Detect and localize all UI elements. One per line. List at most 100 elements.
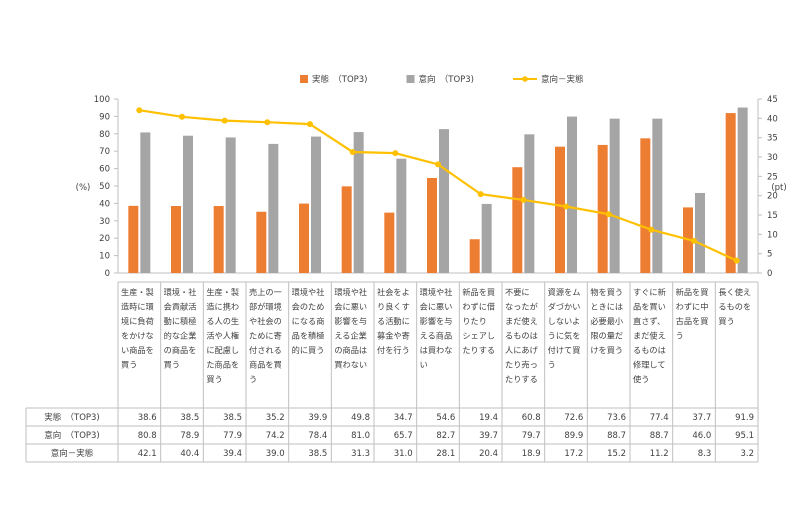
category-label: たり売っ xyxy=(505,360,538,370)
table-row-label: 意向－実態 xyxy=(51,448,94,459)
category-label: 付けて買 xyxy=(548,345,581,355)
table-cell: 78.9 xyxy=(180,431,199,441)
table-cell: 78.4 xyxy=(308,431,327,441)
bar xyxy=(353,132,364,273)
table-cell: 31.0 xyxy=(394,449,413,459)
legend-marker xyxy=(522,76,528,82)
table-cell: 19.4 xyxy=(479,413,498,423)
legend-label: 実態 （TOP3) xyxy=(312,74,367,85)
category-label: は買わな xyxy=(420,345,453,355)
bar xyxy=(597,144,608,273)
line-point xyxy=(179,113,185,120)
table-cell: 11.2 xyxy=(650,449,669,459)
table-cell: 46.0 xyxy=(692,431,711,441)
category-label: 付される xyxy=(249,345,282,355)
category-label: う xyxy=(249,374,257,384)
table-cell: 38.5 xyxy=(223,413,242,423)
table-cell: 8.3 xyxy=(698,449,712,459)
line-point xyxy=(264,119,271,126)
bar xyxy=(171,206,181,273)
y-right-tick-label: 10 xyxy=(767,230,778,240)
table-cell: 35.2 xyxy=(266,413,285,423)
y-right-tick-label: 15 xyxy=(767,211,778,221)
category-label: 会のため xyxy=(292,302,325,312)
category-label: 物を買う xyxy=(590,287,623,297)
category-label: える商品 xyxy=(420,331,453,341)
category-label: た商品を xyxy=(206,360,239,370)
table-cell: 38.5 xyxy=(308,449,327,459)
table-cell: 31.3 xyxy=(351,449,370,459)
bar xyxy=(512,167,523,273)
category-label: 長く使え xyxy=(718,287,751,297)
table-cell: 3.2 xyxy=(740,449,754,459)
table-cell: 74.2 xyxy=(266,431,285,441)
category-label: たりする xyxy=(505,374,538,384)
category-label: 的に買う xyxy=(292,345,325,355)
y-left-tick-label: 50 xyxy=(99,182,110,192)
bar xyxy=(128,205,139,273)
bar xyxy=(268,143,279,273)
category-label: い xyxy=(420,360,428,370)
category-label: える企業 xyxy=(334,331,367,341)
table-cell: 18.9 xyxy=(522,449,541,459)
category-label: 買う xyxy=(206,374,222,384)
bar xyxy=(725,113,736,274)
category-label: るものを xyxy=(718,302,751,312)
category-label: の商品は xyxy=(334,345,367,355)
bar xyxy=(609,118,620,273)
category-label: 品を買い xyxy=(633,302,666,312)
table-cell: 82.7 xyxy=(436,431,455,441)
table-cell: 77.9 xyxy=(223,431,242,441)
category-label: るものは xyxy=(633,345,666,355)
table-cell: 73.6 xyxy=(607,413,626,423)
line-point xyxy=(605,211,612,218)
y-right-axis-label: (pt) xyxy=(771,183,786,193)
line-point xyxy=(648,226,655,233)
category-label: 商品を買 xyxy=(249,360,282,370)
y-left-tick-label: 90 xyxy=(99,112,110,122)
table-cell: 88.7 xyxy=(650,431,669,441)
category-label: 会に悪い xyxy=(334,302,367,312)
y-right-tick-label: 20 xyxy=(767,192,778,202)
category-label: をかけな xyxy=(121,331,154,341)
table-cell: 72.6 xyxy=(564,413,583,423)
category-label: 動に積極 xyxy=(164,316,197,326)
y-right-tick-label: 30 xyxy=(767,153,778,163)
category-label: 境に負荷 xyxy=(121,316,154,326)
category-label: 影響を与 xyxy=(334,316,367,326)
table-cell: 79.7 xyxy=(522,431,541,441)
category-label: になる商 xyxy=(292,316,325,326)
category-label: るものは xyxy=(505,331,538,341)
bar xyxy=(481,203,492,273)
y-left-tick-label: 20 xyxy=(99,234,110,244)
category-label: しないよ xyxy=(548,316,581,326)
line-point xyxy=(733,257,740,264)
category-label: 影響を与 xyxy=(420,316,453,326)
category-label: や社会の xyxy=(249,316,282,326)
category-label: 必要最小 xyxy=(590,316,623,326)
bar xyxy=(567,116,577,273)
line-point xyxy=(349,148,356,155)
bar xyxy=(384,212,395,273)
category-label: ために寄 xyxy=(249,331,282,341)
table-cell: 60.8 xyxy=(522,413,541,423)
category-label: 社会をよ xyxy=(377,287,410,297)
category-label: 会貢献活 xyxy=(164,302,197,312)
category-label: 買う xyxy=(121,360,137,370)
y-left-axis-label: (%) xyxy=(76,183,91,193)
category-label: わずに中 xyxy=(676,302,709,312)
bar xyxy=(555,146,565,273)
y-right-tick-label: 45 xyxy=(767,95,778,105)
bar xyxy=(299,203,309,273)
y-left-tick-label: 30 xyxy=(99,217,110,227)
category-label: る人の生 xyxy=(206,316,239,326)
bar xyxy=(213,206,224,273)
y-left-tick-label: 0 xyxy=(105,269,110,279)
table-cell: 20.4 xyxy=(479,449,498,459)
y-right-tick-label: 35 xyxy=(767,134,778,144)
line-point xyxy=(520,196,527,203)
table-cell: 77.4 xyxy=(650,413,669,423)
category-label: り良くす xyxy=(377,302,410,312)
category-label: 売上の一 xyxy=(249,287,282,297)
category-label: 資源をム xyxy=(548,287,581,297)
